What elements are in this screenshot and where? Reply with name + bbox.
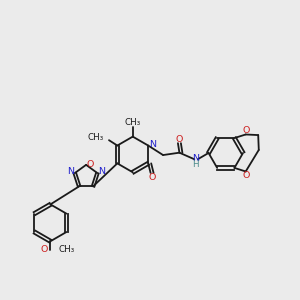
Text: N: N	[192, 154, 199, 163]
Text: CH₃: CH₃	[59, 245, 75, 254]
Text: O: O	[243, 171, 250, 180]
Text: H: H	[192, 160, 199, 169]
Text: N: N	[98, 167, 105, 176]
Text: O: O	[243, 126, 250, 135]
Text: O: O	[148, 172, 156, 182]
Text: O: O	[86, 160, 94, 169]
Text: O: O	[176, 134, 183, 143]
Text: CH₃: CH₃	[87, 133, 104, 142]
Text: CH₃: CH₃	[124, 118, 141, 127]
Text: N: N	[149, 140, 156, 148]
Text: N: N	[68, 167, 74, 176]
Text: O: O	[40, 245, 48, 254]
